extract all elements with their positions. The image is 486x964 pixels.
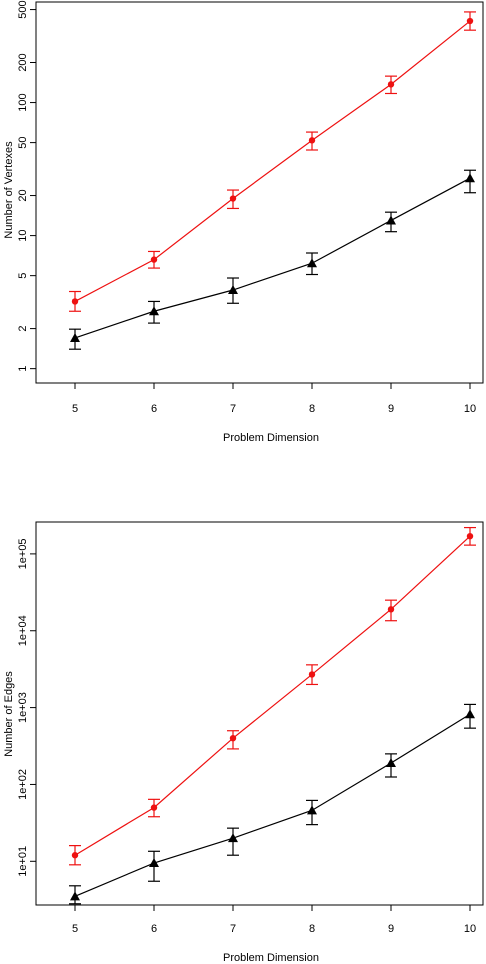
series-line-0 <box>74 535 471 856</box>
x-tick-label: 5 <box>72 403 78 415</box>
x-tick-label: 10 <box>464 403 476 415</box>
data-point <box>308 671 316 678</box>
x-axis-title: Problem Dimension <box>223 952 319 964</box>
x-tick-label: 9 <box>388 923 394 935</box>
data-point <box>70 891 80 901</box>
data-point <box>229 195 237 202</box>
data-point <box>229 734 237 742</box>
y-tick-label: 100 <box>17 93 29 111</box>
data-point <box>307 805 317 815</box>
data-point <box>466 532 474 540</box>
data-point <box>150 804 158 811</box>
data-point <box>228 285 238 295</box>
data-point <box>228 833 238 843</box>
data-point <box>387 81 395 88</box>
x-axis-title: Problem Dimension <box>223 432 319 444</box>
y-tick-label: 1e+03 <box>17 692 29 723</box>
data-point <box>386 215 396 225</box>
x-tick-label: 7 <box>230 923 236 935</box>
series-line-0 <box>74 20 471 302</box>
y-axis-title: Number of Edges <box>3 671 15 757</box>
edges-chart-panel: Problem Dimension Number of Edges 5 6 7 8 9 1… <box>3 521 484 964</box>
data-point <box>70 332 80 342</box>
x-tick-label: 7 <box>230 403 236 415</box>
y-tick-label: 10 <box>17 229 29 241</box>
y-tick-label: 50 <box>17 136 29 148</box>
data-point <box>307 258 317 268</box>
data-point <box>71 298 79 305</box>
data-point <box>150 256 158 263</box>
data-point <box>386 758 396 768</box>
x-tick-label: 6 <box>151 403 157 415</box>
data-point <box>308 137 316 144</box>
y-tick-label: 1e+04 <box>17 615 29 646</box>
vertexes-chart-panel: Problem Dimension Number of Vertexes 5 6 7… <box>3 0 484 444</box>
y-tick-label: 500 <box>17 0 29 18</box>
y-tick-label: 20 <box>17 189 29 201</box>
y-tick-label: 200 <box>17 53 29 71</box>
x-tick-label: 6 <box>151 923 157 935</box>
plot-frame <box>35 1 484 384</box>
data-point <box>71 852 79 859</box>
y-axis-title: Number of Vertexes <box>3 141 15 239</box>
y-tick-label: 2 <box>17 326 29 332</box>
x-tick-label: 8 <box>309 403 315 415</box>
y-tick-label: 1e+01 <box>17 846 29 877</box>
x-tick-label: 9 <box>388 403 394 415</box>
y-tick-label: 1 <box>17 366 29 372</box>
data-point <box>149 306 159 316</box>
plot-frame <box>35 521 484 906</box>
data-point <box>387 606 395 613</box>
series-line-1 <box>74 713 471 897</box>
data-point <box>465 173 475 183</box>
x-tick-label: 8 <box>309 923 315 935</box>
series-line-1 <box>74 177 471 339</box>
y-tick-label: 5 <box>17 273 29 279</box>
y-tick-label: 1e+02 <box>17 769 29 800</box>
data-point <box>466 17 474 25</box>
y-tick-label: 1e+05 <box>17 538 29 569</box>
data-point <box>465 709 475 719</box>
x-tick-label: 5 <box>72 923 78 935</box>
x-tick-label: 10 <box>464 923 476 935</box>
data-point <box>149 858 159 868</box>
